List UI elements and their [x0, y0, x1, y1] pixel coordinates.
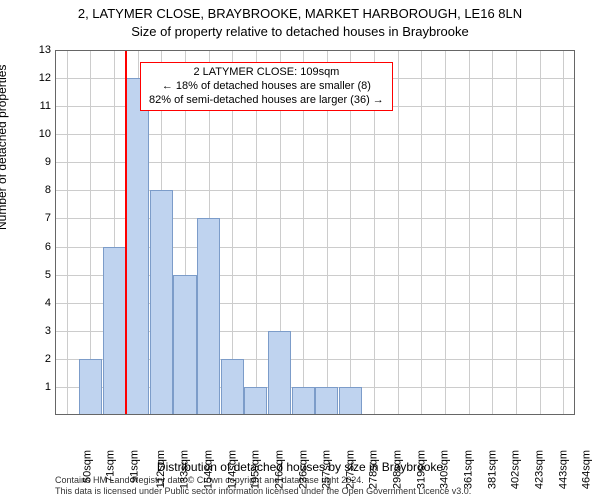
histogram-bar: [292, 387, 315, 415]
y-tick-label: 3: [21, 325, 51, 337]
y-tick-label: 7: [21, 212, 51, 224]
y-tick-label: 10: [21, 128, 51, 140]
y-tick-label: 11: [21, 100, 51, 112]
y-tick-label: 1: [21, 381, 51, 393]
y-tick-label: 12: [21, 72, 51, 84]
x-tick-label: 381sqm: [486, 450, 498, 489]
annotation-line2: ← 18% of detached houses are smaller (8): [149, 80, 384, 94]
y-axis-label: Number of detached properties: [0, 65, 9, 230]
chart-plot-area: 2 LATYMER CLOSE: 109sqm← 18% of detached…: [55, 50, 575, 415]
x-tick-label: 319sqm: [415, 450, 427, 489]
gridline-vertical: [445, 50, 446, 415]
x-tick-label: 112sqm: [155, 450, 167, 488]
gridline-vertical: [563, 50, 564, 415]
x-tick-label: 340sqm: [439, 450, 451, 489]
annotation-line1: 2 LATYMER CLOSE: 109sqm: [149, 66, 384, 80]
x-tick-label: 133sqm: [179, 450, 191, 489]
y-tick-label: 9: [21, 156, 51, 168]
histogram-bar: [221, 359, 244, 415]
x-tick-label: 402sqm: [510, 450, 522, 489]
x-tick-label: 50sqm: [81, 450, 93, 483]
reference-line: [125, 50, 127, 415]
x-tick-label: 443sqm: [557, 450, 569, 489]
y-tick-label: 13: [21, 44, 51, 56]
histogram-bar: [339, 387, 362, 415]
y-tick-label: 4: [21, 297, 51, 309]
x-tick-label: 278sqm: [368, 450, 380, 489]
x-tick-label: 361sqm: [463, 450, 475, 489]
annotation-box: 2 LATYMER CLOSE: 109sqm← 18% of detached…: [140, 62, 393, 111]
chart-subtitle: Size of property relative to detached ho…: [0, 24, 600, 39]
x-tick-label: 464sqm: [581, 450, 593, 489]
y-tick-label: 8: [21, 184, 51, 196]
gridline-vertical: [67, 50, 68, 415]
annotation-line3: 82% of semi-detached houses are larger (…: [149, 94, 384, 108]
x-tick-label: 216sqm: [273, 450, 285, 489]
gridline-vertical: [540, 50, 541, 415]
histogram-bar: [103, 247, 126, 415]
chart-title-line1: 2, LATYMER CLOSE, BRAYBROOKE, MARKET HAR…: [0, 6, 600, 21]
gridline-vertical: [516, 50, 517, 415]
x-tick-label: 277sqm: [344, 450, 356, 489]
histogram-bar: [79, 359, 102, 415]
histogram-bar: [150, 190, 173, 415]
x-tick-label: 154sqm: [203, 450, 215, 489]
x-tick-label: 298sqm: [392, 450, 404, 489]
x-tick-label: 174sqm: [226, 450, 238, 489]
y-tick-label: 5: [21, 269, 51, 281]
histogram-bar: [197, 218, 220, 415]
histogram-bar: [126, 78, 149, 415]
x-tick-label: 423sqm: [533, 450, 545, 489]
histogram-bar: [244, 387, 267, 415]
histogram-bar: [173, 275, 196, 415]
gridline-vertical: [421, 50, 422, 415]
x-tick-label: 257sqm: [321, 450, 333, 489]
y-tick-label: 2: [21, 353, 51, 365]
gridline-vertical: [398, 50, 399, 415]
gridline-horizontal: [55, 50, 575, 51]
gridline-vertical: [492, 50, 493, 415]
histogram-bar: [315, 387, 338, 415]
histogram-bar: [268, 331, 291, 415]
gridline-vertical: [469, 50, 470, 415]
x-tick-label: 91sqm: [129, 450, 141, 483]
x-tick-label: 71sqm: [105, 450, 117, 483]
x-tick-label: 195sqm: [250, 450, 262, 489]
y-tick-label: 6: [21, 241, 51, 253]
x-tick-label: 236sqm: [297, 450, 309, 489]
